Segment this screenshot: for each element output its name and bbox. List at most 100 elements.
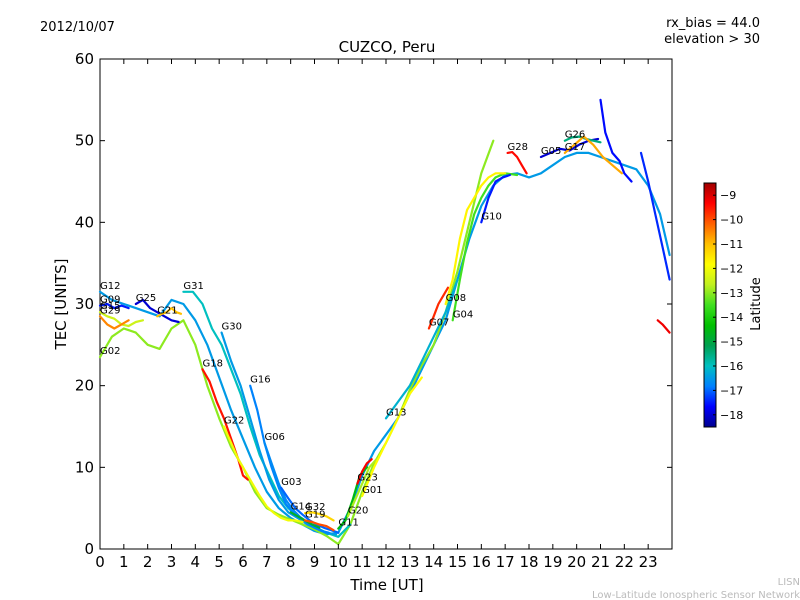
x-tick-label: 12 bbox=[376, 553, 395, 571]
series-label-g10: G10 bbox=[481, 211, 501, 222]
series-label-g29: G29 bbox=[100, 305, 120, 316]
series-label-g04: G04 bbox=[453, 309, 473, 320]
series-line-g04 bbox=[451, 172, 519, 322]
series-label-g17: G17 bbox=[565, 142, 585, 153]
series-label-g02: G02 bbox=[100, 346, 120, 357]
series-line-g25 bbox=[134, 298, 180, 324]
x-tick-label: 15 bbox=[448, 553, 467, 571]
x-axis-label: Time [UT] bbox=[349, 576, 423, 594]
footer-lisn: LISN bbox=[778, 577, 800, 588]
series-label-g28: G28 bbox=[508, 142, 528, 153]
x-tick-label: 1 bbox=[119, 553, 129, 571]
series-label-g11: G11 bbox=[338, 518, 358, 529]
series-label-g01: G01 bbox=[362, 485, 382, 496]
series-label-g25: G25 bbox=[136, 293, 156, 304]
series-line-g09 bbox=[98, 302, 130, 310]
series-line-g19 bbox=[303, 519, 335, 532]
colorbar-tick-label: −15 bbox=[720, 336, 743, 349]
chart-title: CUZCO, Peru bbox=[339, 38, 436, 56]
x-tick-label: 19 bbox=[543, 553, 562, 571]
series-line-g02 bbox=[98, 139, 495, 546]
axis-layer: 0 1 2 3 4 5 6 7 8 9 10 11 12 13 14 15 16 17 18 19 20 21 22 2301… bbox=[75, 50, 672, 571]
plot-area bbox=[99, 58, 673, 550]
x-tick-label: 13 bbox=[400, 553, 419, 571]
colorbar-tick-label: −13 bbox=[720, 287, 743, 300]
series-label-g08: G08 bbox=[446, 293, 466, 304]
series-label-g14: G14 bbox=[291, 501, 311, 512]
series-line-g18 bbox=[201, 368, 249, 481]
y-tick-label: 40 bbox=[75, 213, 94, 231]
series-line-unlabeled-30 bbox=[599, 98, 633, 183]
colorbar-tick-label: −12 bbox=[720, 262, 743, 275]
series-label-g09: G09 bbox=[100, 295, 120, 306]
series-line-g17 bbox=[563, 135, 624, 175]
x-tick-label: 17 bbox=[496, 553, 515, 571]
rx-bias-label: rx_bias = 44.0 bbox=[666, 16, 760, 31]
series-layer bbox=[98, 98, 671, 546]
colorbar-tick-label: −18 bbox=[720, 409, 743, 422]
x-tick-label: 22 bbox=[615, 553, 634, 571]
y-tick-label: 20 bbox=[75, 377, 94, 395]
colorbar-tick-label: −11 bbox=[720, 238, 743, 251]
x-tick-label: 20 bbox=[567, 553, 586, 571]
colorbar-tick-label: −14 bbox=[720, 311, 743, 324]
series-line-g32 bbox=[303, 511, 335, 522]
series-line-g08 bbox=[444, 172, 507, 306]
series-label-g06: G06 bbox=[264, 432, 284, 443]
x-tick-label: 0 bbox=[95, 553, 105, 571]
series-label-g16: G16 bbox=[250, 375, 270, 386]
series-line-g28 bbox=[506, 151, 528, 175]
series-label-g31: G31 bbox=[183, 281, 203, 292]
series-label-g05: G05 bbox=[541, 146, 561, 157]
x-tick-label: 14 bbox=[424, 553, 443, 571]
series-line-g29 bbox=[98, 315, 130, 330]
series-label-g26: G26 bbox=[565, 130, 585, 141]
y-tick-label: 50 bbox=[75, 132, 94, 150]
x-tick-label: 11 bbox=[353, 553, 372, 571]
y-axis-label: TEC [UNITS] bbox=[52, 259, 70, 351]
x-tick-label: 21 bbox=[591, 553, 610, 571]
x-tick-label: 2 bbox=[143, 553, 153, 571]
series-label-g32: G32 bbox=[305, 502, 325, 513]
series-line-g16 bbox=[249, 384, 330, 534]
series-label-g19: G19 bbox=[305, 509, 325, 520]
series-line-g23 bbox=[356, 458, 373, 485]
colorbar-label: Latitude bbox=[749, 277, 764, 331]
series-label-g20: G20 bbox=[348, 505, 368, 516]
series-label-g15: G15 bbox=[100, 301, 120, 312]
latitude-colorbar: −9 −10 −11 −12 −13 −14 −15 −16 −17 −18 bbox=[703, 182, 743, 428]
x-tick-label: 10 bbox=[329, 553, 348, 571]
series-label-g22: G22 bbox=[224, 416, 244, 427]
x-tick-label: 5 bbox=[214, 553, 224, 571]
series-line-g12 bbox=[98, 151, 671, 536]
series-label-g23: G23 bbox=[357, 473, 377, 484]
series-label-g12: G12 bbox=[100, 281, 120, 292]
series-label-g21: G21 bbox=[157, 305, 177, 316]
series-line-g22 bbox=[222, 425, 304, 524]
series-label-g30: G30 bbox=[222, 322, 242, 333]
series-line-g01 bbox=[361, 376, 423, 497]
series-line-g20 bbox=[346, 458, 378, 518]
y-tick-label: 10 bbox=[75, 458, 94, 476]
footer-network: Low-Latitude Ionospheric Sensor Network bbox=[592, 590, 800, 600]
series-line-g07 bbox=[427, 286, 450, 330]
series-label-g03: G03 bbox=[281, 477, 301, 488]
series-line-g13 bbox=[384, 278, 459, 420]
x-tick-label: 16 bbox=[472, 553, 491, 571]
x-tick-label: 7 bbox=[262, 553, 272, 571]
series-line-g10 bbox=[480, 173, 511, 224]
x-tick-label: 18 bbox=[519, 553, 538, 571]
series-label-g07: G07 bbox=[429, 318, 449, 329]
y-tick-label: 0 bbox=[84, 540, 94, 558]
x-tick-label: 8 bbox=[286, 553, 296, 571]
series-label-g13: G13 bbox=[386, 407, 406, 418]
x-tick-label: 3 bbox=[167, 553, 177, 571]
colorbar-tick-label: −16 bbox=[720, 360, 743, 373]
y-tick-label: 60 bbox=[75, 50, 94, 68]
elevation-label: elevation > 30 bbox=[664, 32, 760, 47]
x-tick-label: 9 bbox=[310, 553, 320, 571]
x-tick-label: 4 bbox=[191, 553, 201, 571]
series-line-g21 bbox=[156, 307, 183, 318]
